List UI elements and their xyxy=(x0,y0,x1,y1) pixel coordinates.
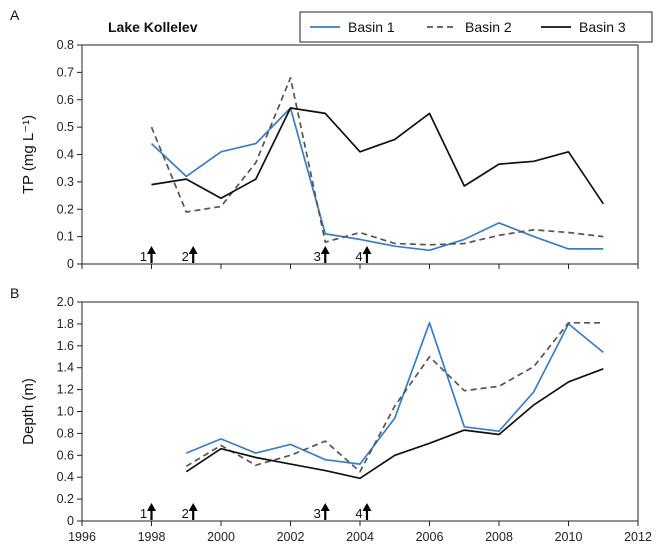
legend: Basin 1 Basin 2 Basin 3 xyxy=(299,11,653,43)
legend-label-basin-2: Basin 2 xyxy=(465,19,512,35)
event-label: 3 xyxy=(314,249,321,264)
series-line-basin-1 xyxy=(185,321,604,465)
event-label: 2 xyxy=(182,249,189,264)
y-tick-label: 1.6 xyxy=(57,339,74,353)
y-tick-label: 1.0 xyxy=(57,405,74,419)
event-arrow-head xyxy=(320,503,330,511)
event-arrow-head xyxy=(147,503,156,511)
y-tick-label: 0.5 xyxy=(57,120,74,134)
x-tick-label: 2006 xyxy=(416,530,444,544)
legend-label-basin-3: Basin 3 xyxy=(579,19,626,35)
event-label: 3 xyxy=(314,506,321,521)
y-tick-label: 0.1 xyxy=(57,230,74,244)
event-arrow-head xyxy=(147,246,156,254)
plot-frame xyxy=(81,44,639,265)
event-arrow-head xyxy=(188,246,198,254)
event-label: 1 xyxy=(140,249,147,264)
x-tick-label: 2008 xyxy=(485,530,513,544)
panel-label: B xyxy=(10,285,19,301)
y-tick-label: 0.7 xyxy=(57,65,74,79)
y-tick-label: 0.2 xyxy=(57,492,74,506)
event-arrow-head xyxy=(320,246,330,254)
event-arrow-head xyxy=(362,246,372,254)
y-tick-label: 1.4 xyxy=(57,361,74,375)
x-tick-label: 2000 xyxy=(207,530,235,544)
x-tick-label: 2002 xyxy=(277,530,305,544)
legend-label-basin-1: Basin 1 xyxy=(348,19,395,35)
y-axis-label: TP (mg L⁻¹) xyxy=(20,115,37,194)
y-tick-label: 0 xyxy=(67,514,74,528)
y-tick-label: 0.8 xyxy=(57,38,74,52)
y-tick-label: 0.3 xyxy=(57,175,74,189)
x-tick-label: 1996 xyxy=(68,530,96,544)
y-tick-label: 2.0 xyxy=(57,295,74,309)
y-tick-label: 0 xyxy=(67,257,74,271)
panel-b: B 0 0.2 0.4 0.6 0.8 1.0 1.2 1.4 1.6 1.8 2.0 1996 1998… xyxy=(10,285,652,544)
event-label: 2 xyxy=(182,506,189,521)
x-tick-label: 2004 xyxy=(346,530,374,544)
y-tick-label: 1.8 xyxy=(57,317,74,331)
event-arrow-head xyxy=(188,503,198,511)
y-tick-label: 0.8 xyxy=(57,426,74,440)
x-tick-label: 1998 xyxy=(138,530,166,544)
y-tick-label: 0.4 xyxy=(57,470,74,484)
series-line-basin-3 xyxy=(185,368,604,480)
y-tick-label: 0.6 xyxy=(57,448,74,462)
event-label: 4 xyxy=(355,506,362,521)
event-label: 4 xyxy=(355,249,362,264)
y-axis-label: Depth (m) xyxy=(20,378,37,445)
series-line-basin-1 xyxy=(150,107,604,252)
y-tick-label: 1.2 xyxy=(57,383,74,397)
legend-box xyxy=(299,11,653,43)
y-tick-label: 0.4 xyxy=(57,148,74,162)
panel-a: A 0 0.1 0.2 0.3 0.4 0.5 0.6 0.7 0.8 TP (mg L⁻¹) 1 2 3… xyxy=(10,7,639,271)
series-line-basin-2 xyxy=(185,321,604,473)
panel-label: A xyxy=(10,7,20,23)
series-line-basin-3 xyxy=(151,107,605,205)
y-tick-label: 0.6 xyxy=(57,93,74,107)
x-tick-label: 2012 xyxy=(624,530,652,544)
y-tick-label: 0.2 xyxy=(57,202,74,216)
event-arrow-head xyxy=(362,503,372,511)
x-tick-label: 2010 xyxy=(555,530,583,544)
plot-frame xyxy=(81,301,639,522)
chart-title: Lake Kollelev xyxy=(108,19,198,35)
event-label: 1 xyxy=(140,506,147,521)
